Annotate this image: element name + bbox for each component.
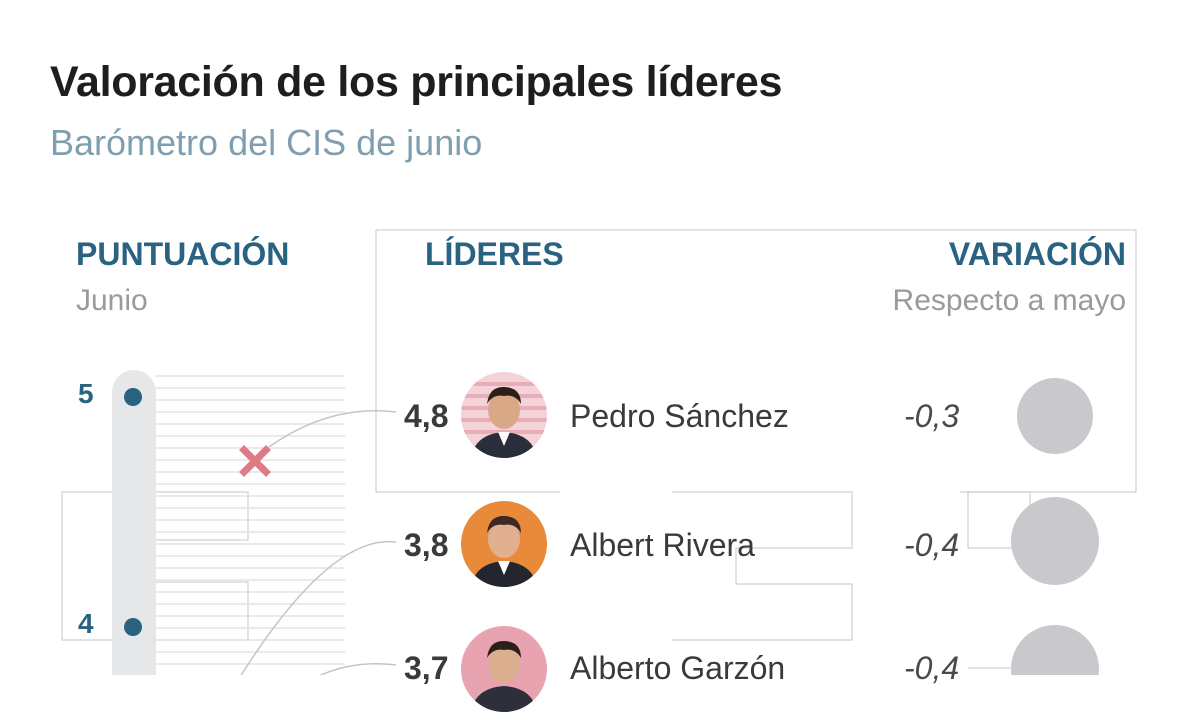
leader-avatar xyxy=(461,372,547,458)
leader-score-marker xyxy=(239,445,271,477)
y-tick-label: 5 xyxy=(78,378,94,409)
decorative-outline xyxy=(376,229,1137,493)
decorative-outline xyxy=(375,230,560,493)
leader-connector xyxy=(268,410,397,448)
chart-title: Valoración de los principales líderes xyxy=(50,58,783,106)
person-photo-icon xyxy=(461,626,547,712)
leader-score-label: 3,7 xyxy=(404,650,449,686)
leader-score-label: 3,8 xyxy=(404,527,449,563)
leader-variation-label: -0,4 xyxy=(904,650,960,686)
y-tick-label: 4 xyxy=(78,608,94,639)
variation-column-subheader: Respecto a mayo xyxy=(892,284,1126,317)
variation-circle xyxy=(1011,497,1099,585)
leader-avatar xyxy=(461,501,547,587)
score-axis-track xyxy=(112,370,156,675)
person-photo-icon xyxy=(461,501,547,587)
score-column-subheader: Junio xyxy=(76,284,148,317)
leader-score-label: 4,8 xyxy=(404,398,449,434)
variation-circle xyxy=(1017,378,1093,454)
leader-name: Alberto Garzón xyxy=(570,650,786,686)
leader-connector xyxy=(240,540,397,675)
score-column-header: PUNTUACIÓN xyxy=(76,236,290,272)
y-tick-dot xyxy=(124,388,142,406)
variation-column-header: VARIACIÓN xyxy=(948,236,1126,272)
person-photo-icon xyxy=(461,372,547,458)
chart-canvas xyxy=(61,229,1137,675)
leader-avatar xyxy=(461,626,547,712)
leader-name: Pedro Sánchez xyxy=(570,398,789,434)
leader-variation-label: -0,3 xyxy=(904,398,960,434)
variation-circle xyxy=(1011,625,1099,675)
leaders-column-header: LÍDERES xyxy=(425,236,564,272)
y-tick-dot xyxy=(124,618,142,636)
leader-variation-label: -0,4 xyxy=(904,527,960,563)
leader-name: Albert Rivera xyxy=(570,527,755,563)
chart-subtitle: Barómetro del CIS de junio xyxy=(50,122,483,163)
decorative-outline xyxy=(672,491,853,641)
leader-connector xyxy=(319,663,397,675)
